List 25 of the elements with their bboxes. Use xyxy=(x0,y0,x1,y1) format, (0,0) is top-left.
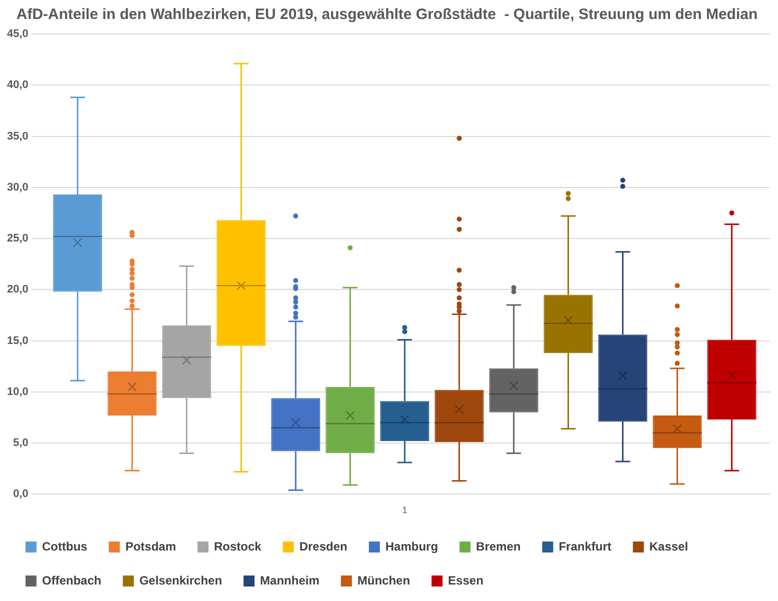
legend-label: Rostock xyxy=(214,539,262,554)
legend-label: Frankfurt xyxy=(558,539,612,554)
legend-label: Essen xyxy=(448,573,484,588)
y-tick-label: 10,0 xyxy=(6,386,28,398)
y-tick-label: 35,0 xyxy=(6,130,28,142)
y-tick-label: 15,0 xyxy=(6,334,28,347)
legend-label: München xyxy=(357,573,410,588)
legend-label: Hamburg xyxy=(385,539,438,554)
legend-label: Dresden xyxy=(299,539,348,554)
legend-label: Kassel xyxy=(649,539,688,554)
y-tick-label: 5,0 xyxy=(13,437,28,450)
legend-label: Mannheim xyxy=(260,573,320,588)
legend-label: Gelsenkirchen xyxy=(139,573,222,588)
x-tick-label: 1 xyxy=(402,505,408,516)
legend-label: Potsdam xyxy=(125,539,176,554)
y-tick-label: 0,0 xyxy=(13,488,28,500)
y-tick-label: 25,0 xyxy=(6,232,28,245)
chart-title: AfD-Anteile in den Wahlbezirken, EU 2019, ausgewählte Großstädte - Quartile, Streuung um den Median xyxy=(16,6,758,24)
y-tick-label: 30,0 xyxy=(6,181,28,194)
y-tick-label: 20,0 xyxy=(6,284,28,296)
legend-label: Offenbach xyxy=(42,573,102,588)
legend-label: Cottbus xyxy=(42,539,88,554)
y-tick-label: 40,0 xyxy=(6,79,28,92)
y-tick-label: 45,0 xyxy=(6,28,28,40)
legend-label: Bremen xyxy=(476,539,521,554)
